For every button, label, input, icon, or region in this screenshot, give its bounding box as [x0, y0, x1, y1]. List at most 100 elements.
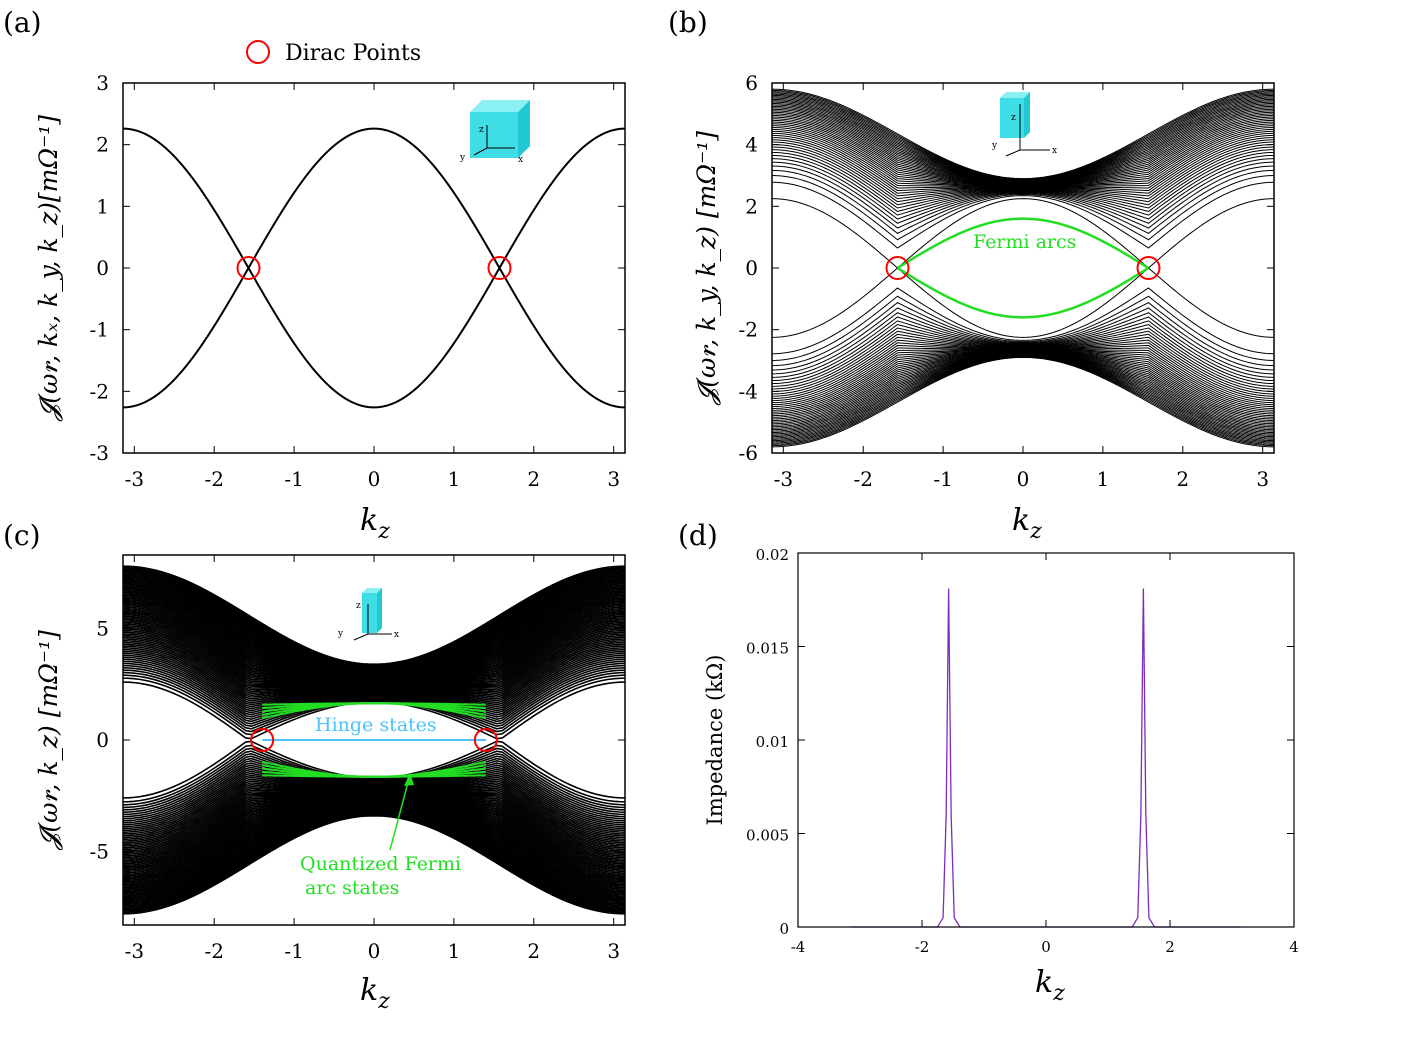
bulk-band-line	[772, 295, 1274, 361]
x-tick-label: 0	[1017, 467, 1030, 491]
x-tick-label: 0	[368, 939, 381, 963]
bulk-band-line	[123, 681, 625, 740]
x-tick-label: -1	[284, 939, 303, 963]
panel-d-ticks: -4 -2 0 2 4 0.02 0.015 0.01 0.005 0	[746, 546, 1299, 956]
panel-b-frame	[771, 82, 1275, 454]
panel-b-plot-area	[772, 88, 1274, 448]
panel-a-ylabel: 𝓙(ω𝒓, kₓ, k_y, k_z)[mΩ⁻¹]	[34, 115, 63, 422]
y-tick-label: 2	[96, 133, 109, 157]
panel-a: -3 -2 -1 0 1 2 3 3 2 1 0 -1 -2 -3 Dirac Points kz 𝓙(ω…	[34, 40, 626, 544]
x-tick-label: -2	[853, 467, 872, 491]
panel-label-c: (c)	[3, 519, 41, 552]
rod-geometry-icon: z x y	[337, 588, 399, 641]
x-tick-label: 0	[368, 467, 381, 491]
bulk-band-line	[772, 307, 1274, 371]
bulk-bands	[772, 88, 1274, 448]
y-tick-label: 5	[96, 617, 109, 641]
y-tick-label: 0.02	[756, 546, 789, 564]
panel-d-xlabel: kz	[1035, 965, 1065, 1006]
x-tick-label: -3	[774, 467, 793, 491]
panel-label-b: (b)	[668, 6, 708, 39]
dirac-point-marker	[250, 728, 275, 752]
bulk-band-line	[123, 747, 625, 806]
svg-text:z: z	[356, 601, 361, 611]
quantized-fermi-arc-states	[261, 702, 487, 778]
panel-a-frame	[122, 82, 626, 454]
legend-dirac-marker	[246, 40, 270, 64]
arc-states-label: arc states	[305, 877, 399, 899]
x-tick-label: -1	[933, 467, 952, 491]
panel-a-ticks: -3 -2 -1 0 1 2 3 3 2 1 0 -1 -2 -3	[90, 71, 625, 491]
svg-text:y: y	[337, 629, 344, 639]
bulk-band-line	[772, 316, 1274, 378]
x-tick-label: -3	[125, 467, 144, 491]
x-tick-label: -2	[204, 939, 223, 963]
x-tick-label: -1	[284, 467, 303, 491]
cube-geometry-icon: z x y	[459, 100, 530, 165]
svg-text:y: y	[459, 153, 466, 163]
impedance-curve	[851, 588, 1241, 928]
bulk-band-line	[772, 267, 1274, 338]
bulk-band-line	[772, 181, 1274, 249]
svg-text:x: x	[394, 630, 399, 640]
panel-c-frame	[122, 554, 626, 926]
x-tick-label: -4	[791, 938, 806, 956]
bulk-band-line	[772, 158, 1274, 220]
y-tick-label: 6	[745, 71, 758, 95]
svg-text:z: z	[1011, 113, 1016, 123]
hinge-states-label: Hinge states	[315, 714, 437, 736]
slab-geometry-icon: z x y	[991, 92, 1057, 157]
dirac-point-marker	[473, 728, 498, 752]
panel-b: -3 -2 -1 0 1 2 3 6 4 2 0 -2 -4 -6 Fermi arcs kz 𝓙(ω𝒓,…	[692, 71, 1275, 544]
x-tick-label: 3	[1256, 467, 1269, 491]
panel-label-a: (a)	[3, 6, 42, 39]
bulk-band-line	[772, 287, 1274, 355]
y-tick-label: 0	[96, 728, 109, 752]
dirac-point-marker	[236, 256, 261, 280]
quantized-fermi-label: Quantized Fermi	[300, 853, 461, 875]
panel-d: -4 -2 0 2 4 0.02 0.015 0.01 0.005 0 kz Impedance …	[703, 546, 1299, 1006]
y-tick-label: -3	[90, 441, 109, 465]
panel-label-d: (d)	[678, 519, 718, 552]
y-tick-label: -4	[739, 379, 758, 403]
bulk-band-line	[772, 154, 1274, 216]
bulk-band-line	[772, 151, 1274, 212]
dirac-point-marker	[1136, 256, 1161, 280]
bulk-band-line	[123, 744, 625, 803]
legend-dirac-label: Dirac Points	[285, 41, 421, 66]
y-tick-label: -6	[739, 441, 758, 465]
bulk-band-line	[772, 324, 1274, 385]
dirac-point-marker	[487, 256, 512, 280]
bulk-band-line	[772, 161, 1274, 224]
annotation-arrow	[389, 774, 411, 851]
y-tick-label: -2	[90, 379, 109, 403]
bulk-band-line	[772, 356, 1274, 448]
svg-text:y: y	[991, 141, 998, 151]
panel-c-plot-area	[123, 565, 625, 915]
panel-d-frame	[797, 552, 1295, 928]
y-tick-label: 3	[96, 71, 109, 95]
panel-d-ylabel: Impedance (kΩ)	[703, 655, 727, 826]
fermi-arc-curve	[896, 266, 1150, 319]
panel-c: -3 -2 -1 0 1 2 3 5 0 -5 Hinge states Quantized Fe…	[34, 554, 626, 1014]
x-tick-label: 4	[1289, 938, 1299, 956]
bulk-bands	[123, 565, 625, 915]
y-tick-label: 0.015	[746, 640, 789, 658]
dirac-point-marker	[885, 256, 910, 280]
y-tick-label: 0	[779, 920, 789, 938]
y-tick-label: 0	[96, 256, 109, 280]
panel-c-ticks: -3 -2 -1 0 1 2 3 5 0 -5	[90, 555, 625, 963]
fermi-arc-state	[262, 702, 486, 706]
panel-a-plot-area	[123, 127, 625, 409]
fermi-arc-state	[262, 774, 486, 778]
x-tick-label: 1	[448, 467, 461, 491]
bulk-band-line	[772, 88, 1274, 180]
y-tick-label: -1	[90, 318, 109, 342]
svg-text:x: x	[1052, 146, 1057, 156]
panel-a-xlabel: kz	[360, 503, 390, 544]
bulk-band-line	[123, 814, 625, 915]
y-tick-label: 0.005	[746, 827, 789, 845]
bulk-band-line	[123, 740, 625, 799]
panel-b-ticks: -3 -2 -1 0 1 2 3 6 4 2 0 -2 -4 -6	[739, 71, 1274, 491]
x-tick-label: 3	[607, 939, 620, 963]
